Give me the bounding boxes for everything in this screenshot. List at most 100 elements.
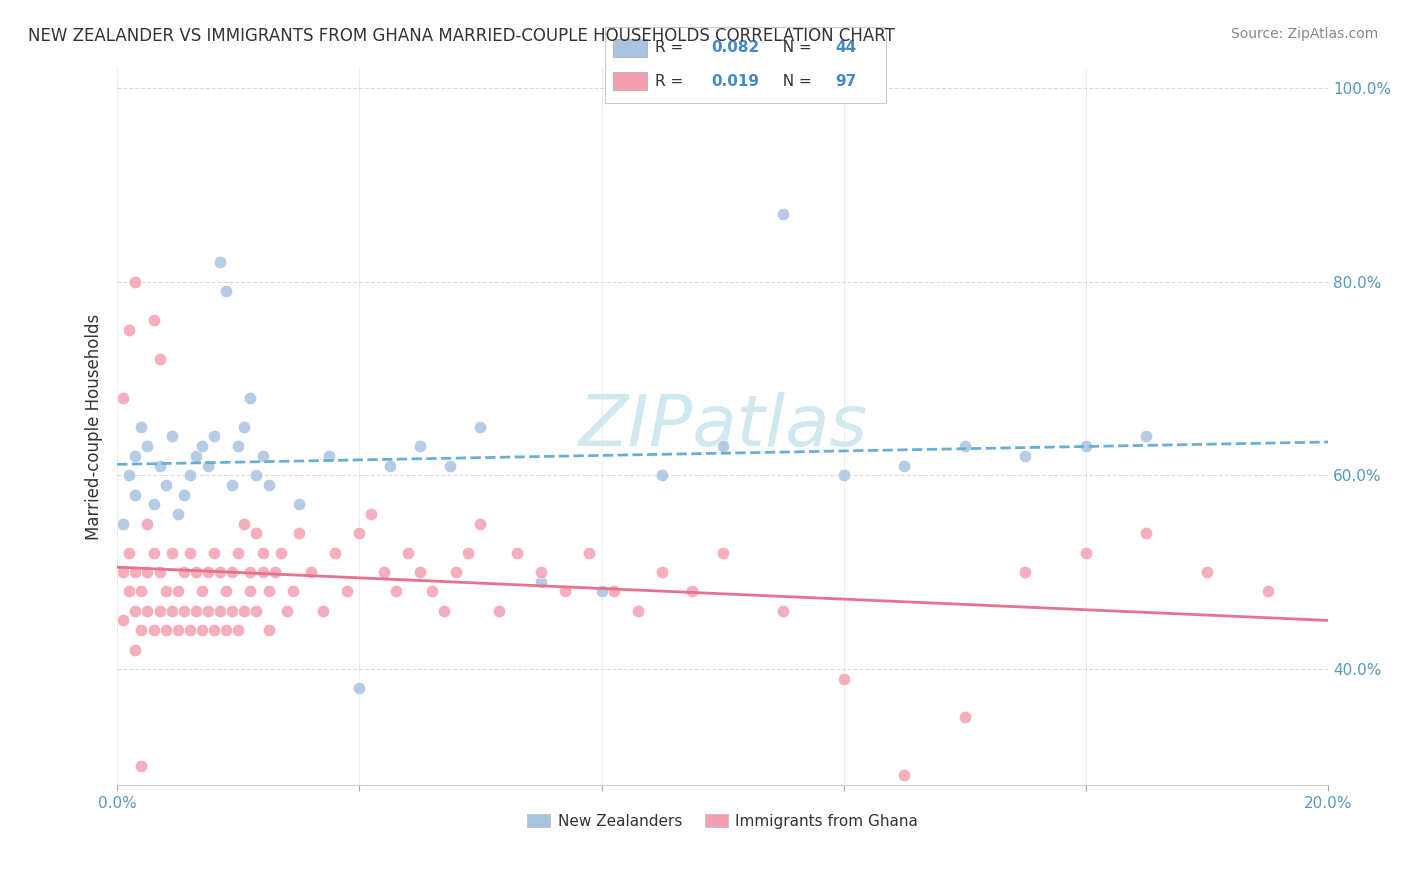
Point	[323, 546, 346, 560]
Point	[124, 449, 146, 463]
Point	[160, 546, 183, 560]
Point	[221, 565, 243, 579]
Point	[239, 565, 262, 579]
Text: NEW ZEALANDER VS IMMIGRANTS FROM GHANA MARRIED-COUPLE HOUSEHOLDS CORRELATION CHA: NEW ZEALANDER VS IMMIGRANTS FROM GHANA M…	[28, 27, 896, 45]
Point	[226, 439, 249, 453]
Legend: New Zealanders, Immigrants from Ghana: New Zealanders, Immigrants from Ghana	[520, 807, 924, 835]
Point	[155, 584, 177, 599]
Text: 97: 97	[835, 74, 856, 89]
Point	[209, 565, 232, 579]
Point	[112, 516, 135, 531]
Point	[118, 323, 141, 337]
Point	[215, 584, 238, 599]
Point	[118, 546, 141, 560]
Point	[233, 516, 256, 531]
Point	[288, 526, 311, 541]
Point	[711, 439, 734, 453]
Point	[173, 487, 195, 501]
Point	[118, 584, 141, 599]
Point	[457, 546, 479, 560]
Point	[893, 458, 915, 473]
Point	[627, 604, 650, 618]
Point	[349, 526, 371, 541]
Point	[136, 439, 159, 453]
Point	[288, 497, 311, 511]
Point	[184, 449, 207, 463]
Point	[245, 526, 267, 541]
Point	[1257, 584, 1279, 599]
Point	[373, 565, 395, 579]
Point	[179, 546, 201, 560]
Point	[257, 584, 280, 599]
Point	[893, 768, 915, 782]
Point	[166, 584, 188, 599]
Point	[378, 458, 401, 473]
Point	[252, 546, 274, 560]
Point	[142, 546, 165, 560]
Point	[506, 546, 529, 560]
Point	[711, 546, 734, 560]
Y-axis label: Married-couple Households: Married-couple Households	[86, 314, 103, 540]
Point	[578, 546, 600, 560]
Point	[276, 604, 298, 618]
Point	[245, 468, 267, 483]
Point	[409, 565, 432, 579]
Point	[202, 623, 225, 637]
Point	[1014, 449, 1036, 463]
Point	[136, 565, 159, 579]
Text: 0.082: 0.082	[711, 40, 759, 55]
Point	[299, 565, 322, 579]
FancyBboxPatch shape	[613, 72, 647, 90]
Text: N =: N =	[773, 40, 817, 55]
Point	[360, 507, 382, 521]
Point	[439, 458, 461, 473]
Point	[488, 604, 510, 618]
Point	[184, 565, 207, 579]
Point	[131, 419, 153, 434]
Point	[112, 391, 135, 405]
Point	[155, 623, 177, 637]
Point	[554, 584, 576, 599]
Point	[832, 672, 855, 686]
Point	[124, 487, 146, 501]
Text: N =: N =	[773, 74, 817, 89]
Point	[252, 449, 274, 463]
Point	[166, 507, 188, 521]
Point	[772, 604, 794, 618]
Text: R =: R =	[655, 40, 689, 55]
Point	[420, 584, 443, 599]
Point	[112, 565, 135, 579]
Point	[651, 468, 673, 483]
Point	[191, 439, 214, 453]
Point	[112, 614, 135, 628]
Point	[602, 584, 624, 599]
Point	[209, 604, 232, 618]
Point	[281, 584, 304, 599]
Point	[160, 604, 183, 618]
Point	[270, 546, 292, 560]
Point	[1074, 439, 1097, 453]
Point	[349, 681, 371, 696]
Point	[136, 516, 159, 531]
Point	[142, 623, 165, 637]
Point	[202, 546, 225, 560]
Point	[239, 584, 262, 599]
Point	[136, 604, 159, 618]
Point	[772, 207, 794, 221]
Point	[257, 478, 280, 492]
Point	[1014, 565, 1036, 579]
Point	[118, 468, 141, 483]
Text: ZIPatlas: ZIPatlas	[578, 392, 868, 461]
Point	[184, 604, 207, 618]
Point	[221, 478, 243, 492]
Point	[166, 623, 188, 637]
Text: R =: R =	[655, 74, 689, 89]
Point	[197, 565, 219, 579]
Point	[226, 546, 249, 560]
Point	[197, 458, 219, 473]
Point	[202, 429, 225, 443]
Point	[191, 584, 214, 599]
Point	[1074, 546, 1097, 560]
Point	[681, 584, 703, 599]
Point	[173, 565, 195, 579]
